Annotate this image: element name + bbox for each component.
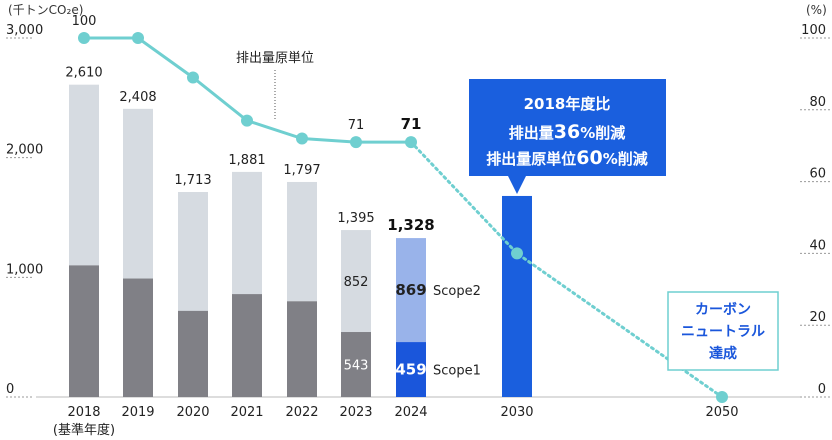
left-tick-label: 1,000: [6, 262, 43, 277]
x-tick-sublabel: (基準年度): [53, 422, 115, 438]
line-point-2030: [511, 247, 523, 260]
total-label-2019: 2,408: [119, 90, 156, 105]
goal-line1: カーボン: [695, 302, 751, 318]
goal-line3: 達成: [709, 345, 737, 362]
line-point-2024: [405, 136, 417, 149]
left-axis-ticks: 0 1,000 2,000 3,000: [6, 23, 43, 397]
line-label-2023: 71: [348, 118, 365, 133]
x-tick-2024: 2024: [394, 405, 427, 420]
x-tick-2050: 2050: [705, 405, 738, 420]
scope-legend: Scope2 Scope1: [433, 284, 481, 378]
total-label-2020: 1,713: [174, 173, 211, 188]
bar-scope1-2024: [396, 342, 426, 397]
line-point-2019: [132, 32, 144, 44]
x-tick-2018: 2018: [67, 405, 100, 420]
right-tick-label: 100: [801, 23, 826, 38]
line-label-2018: 100: [72, 14, 97, 29]
callout-box: [469, 79, 666, 176]
right-tick-label: 20: [809, 310, 826, 325]
x-axis-ticks: 2018 2019 2020 2021 2022 2023 2024 2030 2050 (基準年…: [53, 405, 739, 438]
bar-scope1-2023: [341, 332, 371, 397]
x-tick-2020: 2020: [176, 405, 209, 420]
line-point-2023: [350, 136, 362, 149]
line-name-label: 排出量原単位: [236, 50, 314, 66]
legend-scope2: Scope2: [433, 284, 481, 299]
bar-scope1-2022: [287, 301, 317, 397]
bar-target-2030: [502, 195, 532, 397]
goal-line2: ニュートラル: [681, 324, 765, 340]
bar-scope2-2024: [396, 238, 426, 343]
x-tick-2030: 2030: [500, 405, 533, 420]
bar-scope2-2022: [287, 181, 317, 302]
bar-scope1-2019: [123, 278, 153, 397]
scope1-label-2024: 459: [395, 361, 426, 379]
intensity-line-projection: [409, 140, 724, 399]
legend-scope1: Scope1: [433, 364, 481, 379]
line-label-2024: 71: [401, 115, 422, 133]
bar-scope1-2020: [178, 310, 208, 397]
total-label-2021: 1,881: [228, 153, 265, 168]
x-tick-2022: 2022: [285, 405, 318, 420]
left-tick-label: 2,000: [6, 143, 43, 158]
total-label-2018: 2,610: [65, 66, 102, 81]
callout-pointer: [508, 176, 526, 194]
line-point-2021: [241, 114, 253, 127]
scope2-label-2023: 852: [344, 275, 369, 290]
bar-scope1-2018: [69, 265, 99, 397]
bars: 2,610 2,408 1,713 1,881 1,797 1,395 852 543 1,32…: [65, 66, 532, 397]
line-point-2020: [187, 71, 199, 84]
total-label-2022: 1,797: [283, 163, 320, 178]
callout-line1: 2018年度比: [524, 95, 611, 113]
goal-box: [667, 291, 779, 371]
left-axis-unit: (千トンCO₂e): [8, 3, 83, 17]
right-tick-label: 80: [809, 95, 826, 110]
bar-scope2-2023: [341, 230, 371, 333]
line-point-2050: [716, 391, 728, 403]
x-tick-2023: 2023: [339, 405, 372, 420]
scope1-label-2023: 543: [344, 359, 369, 374]
bar-scope2-2021: [232, 171, 262, 295]
x-tick-2021: 2021: [230, 405, 263, 420]
callout-line2: 排出量36%削減: [509, 121, 626, 143]
total-label-2023: 1,395: [337, 211, 374, 226]
right-tick-label: 60: [809, 167, 826, 182]
x-tick-2019: 2019: [121, 405, 154, 420]
line-point-2022: [296, 132, 308, 145]
line-point-2018: [78, 32, 90, 44]
right-axis-ticks: 0 20 40 60 80 100: [801, 23, 826, 397]
total-label-2024: 1,328: [387, 216, 434, 234]
scope2-label-2024: 869: [395, 281, 426, 299]
right-axis-unit: (%): [806, 3, 827, 17]
right-tick-label: 0: [818, 382, 826, 397]
bar-scope2-2020: [178, 192, 208, 311]
intensity-line: 100 71 71 排出量原単位: [72, 14, 728, 403]
callout-line3: 排出量原単位60%削減: [486, 147, 648, 169]
left-tick-label: 3,000: [6, 23, 43, 38]
bar-scope1-2021: [232, 294, 262, 397]
bar-scope2-2018: [69, 84, 99, 266]
bar-scope2-2019: [123, 108, 153, 279]
right-tick-label: 40: [809, 238, 826, 253]
left-tick-label: 0: [6, 382, 14, 397]
